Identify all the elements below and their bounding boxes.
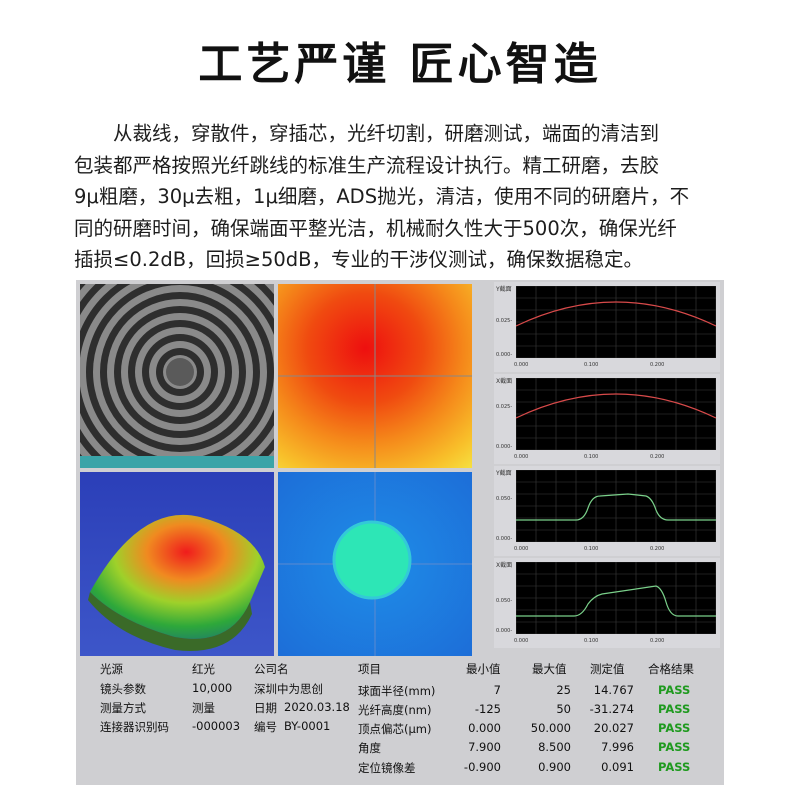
profile-curve bbox=[516, 585, 716, 617]
page-title: 工艺严谨 匠心智造 bbox=[198, 39, 602, 90]
info-value: 红光 bbox=[192, 662, 215, 676]
height-heatmap-image bbox=[278, 284, 472, 468]
plot-tag: X截面 bbox=[496, 378, 513, 385]
result-max: 25 bbox=[556, 683, 571, 697]
results-header-min: 最小值 bbox=[466, 662, 501, 676]
result-item: 球面半径(mm) bbox=[358, 684, 436, 698]
x-profile-plot: X截面 0.025- 0.000- 0.000 0.100 0.200 bbox=[494, 374, 720, 464]
measurement-data-table: 光源 红光 镜头参数 10,000 测量方式 测量 连接器识别码 -000003… bbox=[76, 657, 724, 785]
result-max: 50 bbox=[556, 702, 571, 716]
paragraph-line: 同的研磨时间，确保端面平整光洁，机械耐久性大于500次，确保光纤 bbox=[74, 216, 677, 240]
result-res: PASS bbox=[658, 702, 691, 716]
core-position-image bbox=[278, 472, 472, 656]
info-key: 镜头参数 bbox=[100, 682, 146, 696]
result-res: PASS bbox=[658, 683, 691, 697]
info-value: -000003 bbox=[192, 719, 241, 733]
results-header-item: 项目 bbox=[358, 662, 381, 676]
y-tick: 0.050- bbox=[496, 598, 513, 604]
x-tick: 0.200 bbox=[650, 638, 665, 644]
result-item: 定位镜像差 bbox=[358, 761, 416, 775]
y-tick: 0.000- bbox=[496, 444, 513, 450]
results-header-max: 最大值 bbox=[532, 662, 567, 676]
result-min: 7 bbox=[493, 683, 501, 697]
x-tick: 0.000 bbox=[514, 362, 529, 368]
x-tick: 0.200 bbox=[650, 454, 665, 460]
result-min: -0.900 bbox=[463, 760, 501, 774]
plot-area bbox=[515, 377, 717, 451]
result-res: PASS bbox=[658, 721, 691, 735]
description-paragraph: 从裁线，穿散件，穿插芯，光纤切割，研磨测试，端面的清洁到 包装都严格按照光纤跳线… bbox=[74, 118, 734, 276]
y-tick: 0.000- bbox=[496, 536, 513, 542]
paragraph-line: 插损≤0.2dB，回损≥50dB，专业的干涉仪测试，确保数据稳定。 bbox=[74, 248, 644, 271]
result-max: 8.500 bbox=[538, 740, 571, 754]
results-header-result: 合格结果 bbox=[648, 662, 694, 676]
plot-tag: Y截面 bbox=[496, 470, 512, 477]
x-tick: 0.100 bbox=[584, 638, 599, 644]
x-tick: 0.100 bbox=[584, 362, 599, 368]
results-header-measured: 测定值 bbox=[590, 662, 625, 676]
info-value: 测量 bbox=[192, 701, 215, 715]
y-profile-plot: Y截面 0.025- 0.000- 0.000 0.100 0.200 bbox=[494, 282, 720, 372]
date-label: 日期 bbox=[254, 701, 277, 715]
y-tick: 0.050- bbox=[496, 496, 513, 502]
y-fiber-height-plot: Y截面 0.050- 0.000- 0.000 0.100 0.200 bbox=[494, 466, 720, 556]
serial-label: 编号 bbox=[254, 720, 277, 734]
company-name: 深圳中为思创 bbox=[254, 682, 323, 696]
profile-curve bbox=[515, 301, 717, 327]
info-value: 10,000 bbox=[192, 681, 233, 695]
plot-area bbox=[515, 285, 717, 359]
x-tick: 0.000 bbox=[514, 454, 529, 460]
result-val: 7.996 bbox=[601, 740, 634, 754]
surface-3d-image bbox=[80, 472, 274, 656]
x-tick: 0.200 bbox=[650, 362, 665, 368]
interferometer-report-panel: Y截面 0.025- 0.000- 0.000 0.100 0.200 X截面 … bbox=[76, 280, 724, 785]
result-res: PASS bbox=[658, 740, 691, 754]
y-tick: 0.025- bbox=[496, 404, 513, 410]
interference-fringe-image bbox=[80, 284, 274, 468]
x-tick: 0.100 bbox=[584, 454, 599, 460]
result-max: 50.000 bbox=[530, 721, 571, 735]
paragraph-line: 包装都严格按照光纤跳线的标准生产流程设计执行。精工研磨，去胶 bbox=[74, 153, 660, 177]
result-res: PASS bbox=[658, 760, 691, 774]
y-tick: 0.000- bbox=[496, 628, 513, 634]
result-val: 20.027 bbox=[593, 721, 634, 735]
info-key: 测量方式 bbox=[100, 701, 146, 715]
profile-curve bbox=[516, 493, 716, 521]
x-tick: 0.000 bbox=[514, 638, 529, 644]
info-key: 连接器识别码 bbox=[100, 720, 169, 734]
result-val: 14.767 bbox=[593, 683, 634, 697]
result-min: 0.000 bbox=[468, 721, 501, 735]
result-val: 0.091 bbox=[601, 760, 634, 774]
serial-value: BY-0001 bbox=[284, 719, 331, 733]
paragraph-line: 从裁线，穿散件，穿插芯，光纤切割，研磨测试，端面的清洁到 bbox=[74, 122, 660, 145]
result-item: 顶点偏芯(μm) bbox=[358, 722, 432, 736]
company-label: 公司名 bbox=[254, 662, 289, 676]
x-tick: 0.000 bbox=[514, 546, 529, 552]
result-max: 0.900 bbox=[538, 760, 571, 774]
x-fiber-height-plot: X截面 0.050- 0.000- 0.000 0.100 0.200 bbox=[494, 558, 720, 648]
result-val: -31.274 bbox=[589, 702, 634, 716]
plot-tag: X截面 bbox=[496, 562, 513, 569]
result-min: 7.900 bbox=[468, 740, 501, 754]
result-item: 光纤高度(nm) bbox=[358, 703, 432, 717]
plot-tag: Y截面 bbox=[496, 286, 512, 293]
paragraph-line: 9μ粗磨，30μ去粗，1μ细磨，ADS抛光，清洁，使用不同的研磨片，不 bbox=[74, 185, 690, 208]
plot-area bbox=[515, 561, 717, 635]
date-value: 2020.03.18 bbox=[284, 700, 350, 714]
y-tick: 0.025- bbox=[496, 318, 513, 324]
result-min: -125 bbox=[474, 702, 501, 716]
x-tick: 0.100 bbox=[584, 546, 599, 552]
plot-area bbox=[515, 469, 717, 543]
x-tick: 0.200 bbox=[650, 546, 665, 552]
info-key: 光源 bbox=[100, 662, 123, 676]
profile-curve bbox=[515, 393, 717, 419]
y-tick: 0.000- bbox=[496, 352, 513, 358]
result-item: 角度 bbox=[358, 741, 381, 755]
